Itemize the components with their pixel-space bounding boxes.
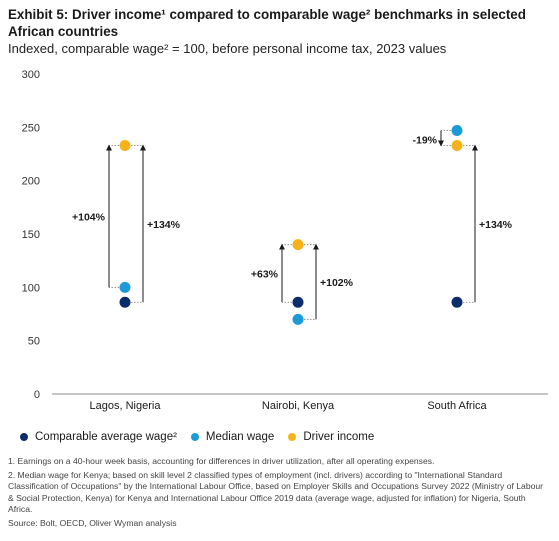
footnotes: 1. Earnings on a 40-hour week basis, acc… bbox=[8, 456, 548, 532]
legend-label: Median wage bbox=[205, 431, 275, 443]
footnote-1: 1. Earnings on a 40-hour week basis, acc… bbox=[8, 456, 435, 466]
change-label: +134% bbox=[147, 219, 181, 231]
data-point bbox=[292, 313, 304, 325]
change-label: +104% bbox=[72, 211, 106, 223]
annotation-labels: +104% +134% +63% +102% -19% +134% bbox=[72, 134, 513, 289]
data-point bbox=[119, 296, 131, 308]
legend-item-driver-income: Driver income bbox=[288, 431, 374, 443]
change-label: +134% bbox=[479, 219, 513, 231]
data-point bbox=[451, 139, 463, 151]
data-point bbox=[451, 296, 463, 308]
chart-plot: 0 50 100 150 200 250 300 Lagos, Nigeria Nairobi,… bbox=[22, 69, 548, 412]
axes-group: 0 50 100 150 200 250 300 Lagos, Nigeria Nairobi,… bbox=[22, 69, 548, 412]
legend: Comparable average wage² Median wage Dri… bbox=[20, 431, 388, 443]
chart-subtitle: Indexed, comparable wage² = 100, before … bbox=[8, 41, 447, 56]
legend-dot-median-wage bbox=[190, 433, 199, 441]
legend-label: Comparable average wage² bbox=[35, 431, 177, 443]
y-tick-label: 50 bbox=[28, 336, 40, 348]
data-point bbox=[292, 296, 304, 308]
y-tick-label: 200 bbox=[22, 176, 40, 188]
data-points bbox=[119, 125, 463, 325]
legend-label: Driver income bbox=[303, 431, 375, 443]
data-point bbox=[451, 125, 463, 137]
data-point bbox=[119, 281, 131, 293]
y-tick-label: 0 bbox=[34, 389, 40, 401]
x-tick-label: Lagos, Nigeria bbox=[90, 400, 162, 412]
chart-title: Exhibit 5: Driver income¹ compared to co… bbox=[8, 7, 526, 39]
x-tick-label: South Africa bbox=[427, 400, 487, 412]
data-point bbox=[292, 239, 304, 251]
legend-dot-comparable-wage bbox=[20, 433, 28, 441]
x-tick-label: Nairobi, Kenya bbox=[262, 400, 335, 412]
source-note: Source: Bolt, OECD, Oliver Wyman analysi… bbox=[8, 517, 177, 528]
legend-item-comparable-wage: Comparable average wage² bbox=[20, 431, 177, 443]
change-label: -19% bbox=[412, 134, 437, 146]
data-point bbox=[119, 139, 131, 151]
change-label: +102% bbox=[320, 277, 354, 289]
legend-item-median-wage: Median wage bbox=[190, 431, 275, 443]
footnote-2: 2. Median wage for Kenya; based on skill… bbox=[8, 469, 544, 515]
y-tick-label: 100 bbox=[22, 282, 40, 294]
y-tick-label: 250 bbox=[22, 122, 40, 134]
change-label: +63% bbox=[251, 268, 279, 280]
legend-dot-driver-income bbox=[288, 433, 297, 441]
y-tick-label: 150 bbox=[22, 229, 40, 241]
y-tick-label: 300 bbox=[22, 69, 40, 81]
